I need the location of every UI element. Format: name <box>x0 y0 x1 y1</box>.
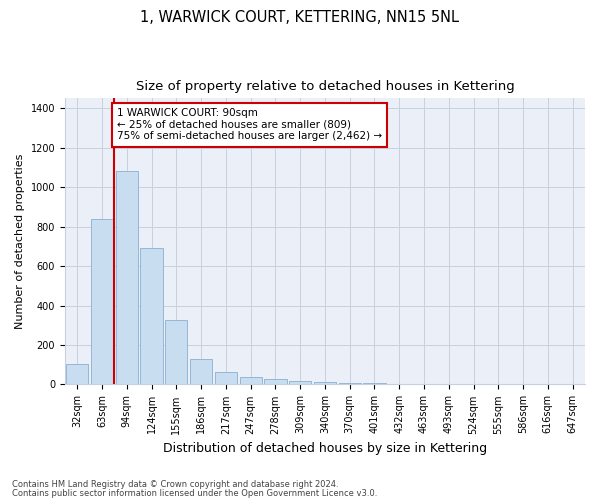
Bar <box>91 218 113 384</box>
Bar <box>165 320 187 384</box>
Title: Size of property relative to detached houses in Kettering: Size of property relative to detached ho… <box>136 80 514 93</box>
Bar <box>140 248 163 384</box>
X-axis label: Distribution of detached houses by size in Kettering: Distribution of detached houses by size … <box>163 442 487 455</box>
Text: 1 WARWICK COURT: 90sqm
← 25% of detached houses are smaller (809)
75% of semi-de: 1 WARWICK COURT: 90sqm ← 25% of detached… <box>117 108 382 142</box>
Text: Contains HM Land Registry data © Crown copyright and database right 2024.: Contains HM Land Registry data © Crown c… <box>12 480 338 489</box>
Bar <box>215 372 237 384</box>
Text: 1, WARWICK COURT, KETTERING, NN15 5NL: 1, WARWICK COURT, KETTERING, NN15 5NL <box>140 10 460 25</box>
Y-axis label: Number of detached properties: Number of detached properties <box>15 154 25 329</box>
Bar <box>314 382 336 384</box>
Bar <box>116 172 138 384</box>
Text: Contains public sector information licensed under the Open Government Licence v3: Contains public sector information licen… <box>12 489 377 498</box>
Bar <box>289 381 311 384</box>
Bar <box>239 376 262 384</box>
Bar <box>66 364 88 384</box>
Bar <box>364 383 386 384</box>
Bar <box>264 378 287 384</box>
Bar <box>190 359 212 384</box>
